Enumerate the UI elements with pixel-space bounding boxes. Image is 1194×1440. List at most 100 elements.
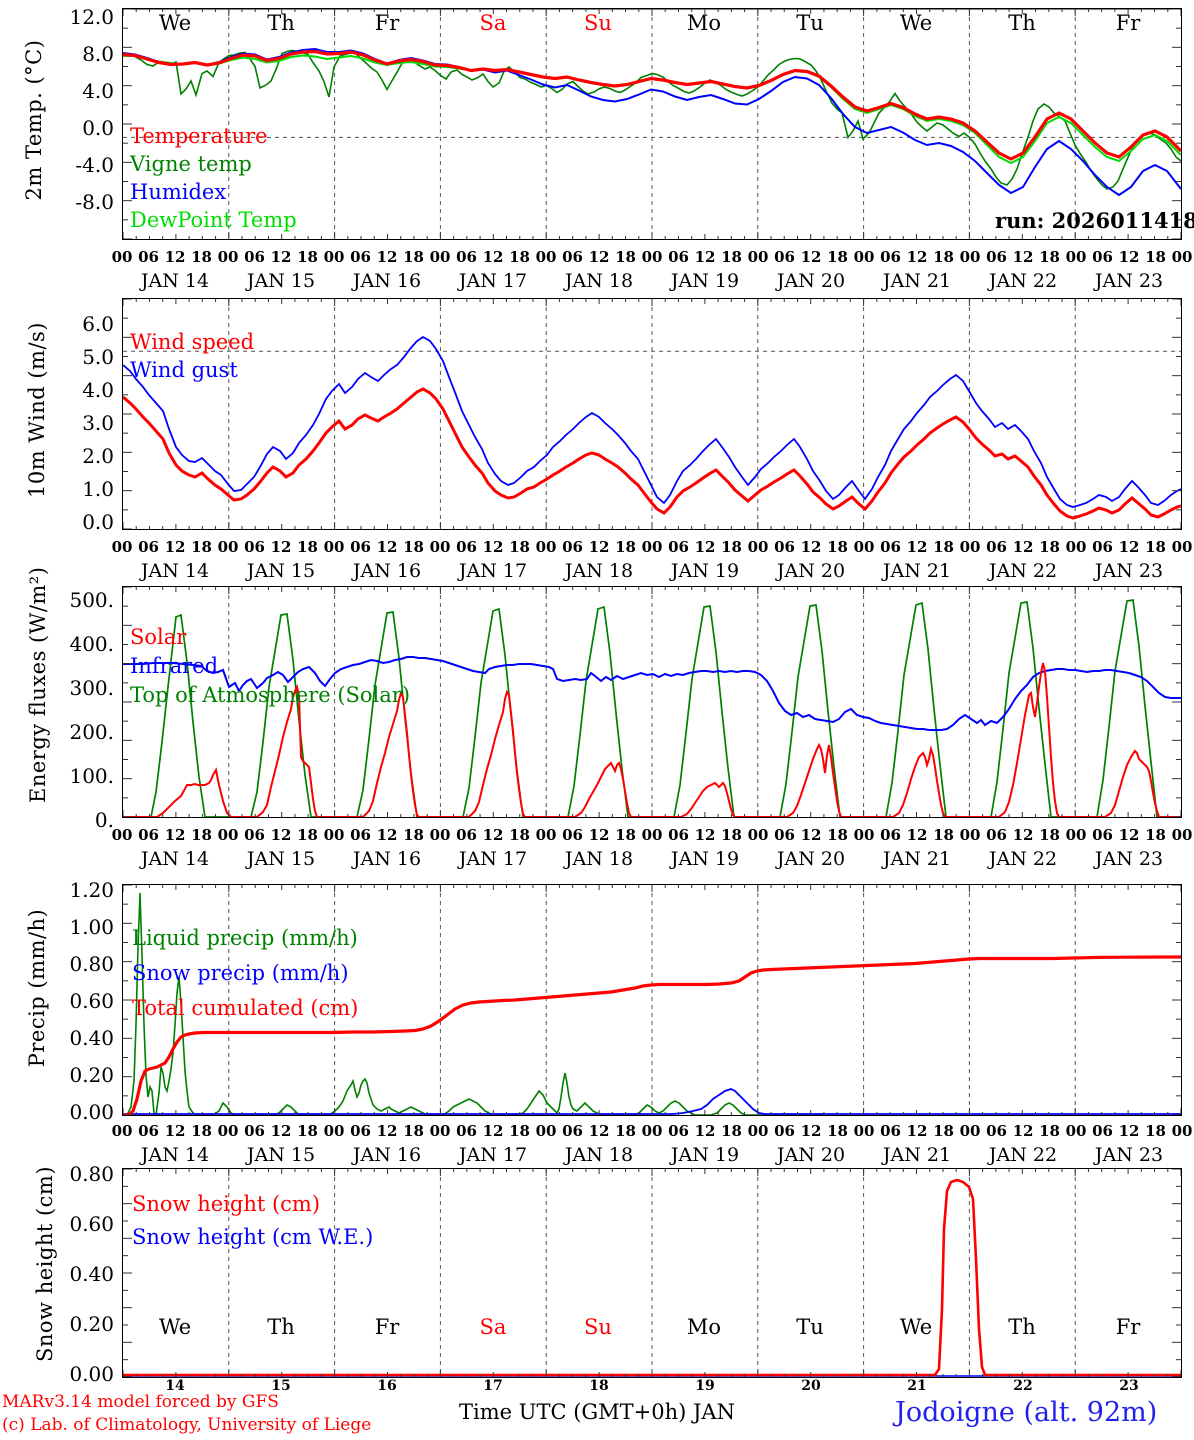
dow-bottom-label-3: Sa — [479, 1315, 507, 1339]
hour-tick-label: 06 — [350, 1122, 371, 1140]
hour-tick-label: 06 — [986, 826, 1007, 844]
legend-solar: Solar — [130, 625, 187, 649]
gridlines-precip — [228, 885, 1076, 1115]
hour-tick-label: 12 — [482, 1122, 504, 1140]
hour-tick-label: 06 — [456, 538, 477, 556]
hour-tick-label: 00 — [535, 826, 557, 844]
hour-tick-label: 18 — [509, 538, 530, 556]
hour-tick-label: 18 — [191, 538, 212, 556]
hour-tick-label: 18 — [191, 1122, 212, 1140]
hour-tick-label: 00 — [323, 248, 345, 266]
hour-tick-label: 12 — [482, 826, 504, 844]
series-snow-height — [123, 1178, 1181, 1377]
panel-wind: 10m Wind (m/s) 6.0 5.0 4.0 3.0 2.0 1.0 0… — [0, 290, 1194, 582]
hour-tick-label: 00 — [641, 1122, 663, 1140]
hour-tick-label: 06 — [244, 826, 265, 844]
day-label: JAN 14 — [140, 848, 210, 870]
day-label: JAN 20 — [776, 848, 846, 870]
xaxis-days-panel4: JAN 14 JAN 15 JAN 16 JAN 17 JAN 18 JAN 19 JAN … — [0, 1144, 1194, 1168]
day-label: JAN 22 — [988, 560, 1058, 582]
ytick-wind-4: 2.0 — [82, 444, 114, 468]
panel-temperature: 2m Temp. (°C) 12.0 8.0 4.0 0.0 -4.0 -8.0 — [0, 0, 1194, 292]
hour-tick-label: 00 — [217, 538, 239, 556]
hour-tick-label: 00 — [853, 538, 875, 556]
hour-tick-label: 06 — [986, 1122, 1007, 1140]
bottom-day-number: 17 — [483, 1378, 503, 1394]
hour-tick-label: 12 — [1118, 248, 1140, 266]
ytick-snow-1: 0.60 — [69, 1212, 114, 1236]
hour-tick-label: 06 — [350, 538, 371, 556]
series-humidex — [123, 47, 1181, 197]
hour-tick-label: 18 — [297, 826, 318, 844]
xaxis-hours-panel3: 00 06 12 18 00 06 12 18 00 06 12 18 00 06 12 18 00 06 12 18… — [0, 826, 1194, 846]
hour-tick-label: 12 — [164, 538, 186, 556]
hour-tick-label: 06 — [774, 826, 795, 844]
plot-area-precip — [122, 884, 1182, 1116]
hour-tick-label: 00 — [323, 826, 345, 844]
hour-tick-label: 06 — [562, 248, 583, 266]
dow-label-5: Mo — [686, 11, 722, 35]
hour-tick-label: 06 — [562, 826, 583, 844]
hour-tick-label: 06 — [774, 248, 795, 266]
hour-tick-label: 12 — [906, 1122, 928, 1140]
day-label: JAN 17 — [458, 848, 528, 870]
bottom-day-number: 16 — [377, 1378, 397, 1394]
hour-tick-label: 18 — [509, 826, 530, 844]
y-minor-ticks — [123, 299, 1181, 529]
series-liquid-precip — [123, 892, 823, 1115]
hour-tick-label: 12 — [906, 248, 928, 266]
hour-tick-label: 12 — [588, 826, 610, 844]
hour-tick-label: 18 — [297, 1122, 318, 1140]
day-label: JAN 21 — [882, 270, 952, 292]
dow-bottom-label-5: Mo — [686, 1315, 722, 1339]
hour-tick-label: 12 — [694, 248, 716, 266]
dow-label-1: Th — [267, 11, 295, 35]
legend-liquid-precip: Liquid precip (mm/h) — [132, 926, 358, 950]
day-label: JAN 23 — [1094, 560, 1164, 582]
plot-area-wind — [122, 298, 1182, 530]
hour-tick-label: 00 — [111, 826, 133, 844]
hour-tick-label: 00 — [641, 538, 663, 556]
ytick-precip-0: 1.20 — [69, 878, 114, 902]
ytick-wind-0: 6.0 — [82, 312, 114, 336]
hour-tick-label: 12 — [270, 538, 292, 556]
hour-tick-label: 00 — [747, 248, 769, 266]
gridlines-snow — [228, 1169, 1076, 1377]
bottom-day-numbers: 14 15 16 17 18 19 20 21 22 23 — [0, 1378, 1194, 1396]
y-minor-ticks — [123, 1169, 1181, 1377]
ytick-snow-4: 0.00 — [69, 1362, 114, 1386]
hour-tick-label: 00 — [641, 248, 663, 266]
day-label: JAN 16 — [352, 560, 422, 582]
day-label: JAN 18 — [564, 848, 634, 870]
y-minor-ticks — [123, 587, 1181, 817]
hour-tick-label: 18 — [827, 826, 848, 844]
day-label: JAN 16 — [352, 270, 422, 292]
dow-bottom-label-6: Tu — [796, 1315, 824, 1339]
hour-tick-label: 12 — [270, 248, 292, 266]
hour-tick-label: 12 — [906, 826, 928, 844]
hour-tick-label: 06 — [668, 1122, 689, 1140]
hour-tick-label: 18 — [297, 538, 318, 556]
hour-tick-label: 12 — [376, 1122, 398, 1140]
hour-tick-label: 12 — [694, 826, 716, 844]
hour-tick-label: 18 — [933, 538, 954, 556]
hour-tick-label: 12 — [1012, 248, 1034, 266]
hour-tick-label: 00 — [535, 538, 557, 556]
hour-tick-label: 00 — [429, 826, 451, 844]
hour-tick-label: 12 — [906, 538, 928, 556]
hour-tick-label: 06 — [350, 826, 371, 844]
hour-tick-label: 00 — [747, 538, 769, 556]
legend-vigne-temp: Vigne temp — [130, 152, 252, 176]
bottom-day-number: 23 — [1119, 1378, 1139, 1394]
gridlines-temp — [123, 9, 1181, 239]
ytick-precip-3: 0.60 — [69, 989, 114, 1013]
hour-tick-label: 12 — [1118, 1122, 1140, 1140]
hour-tick-label: 12 — [1012, 538, 1034, 556]
ytick-energy-0: 500. — [69, 588, 114, 612]
hour-tick-label: 12 — [694, 538, 716, 556]
dow-label-3: Sa — [479, 11, 507, 35]
hour-tick-label: 00 — [747, 826, 769, 844]
temperature-svg — [123, 9, 1181, 239]
day-label: JAN 19 — [670, 270, 740, 292]
hour-tick-label: 00 — [217, 248, 239, 266]
